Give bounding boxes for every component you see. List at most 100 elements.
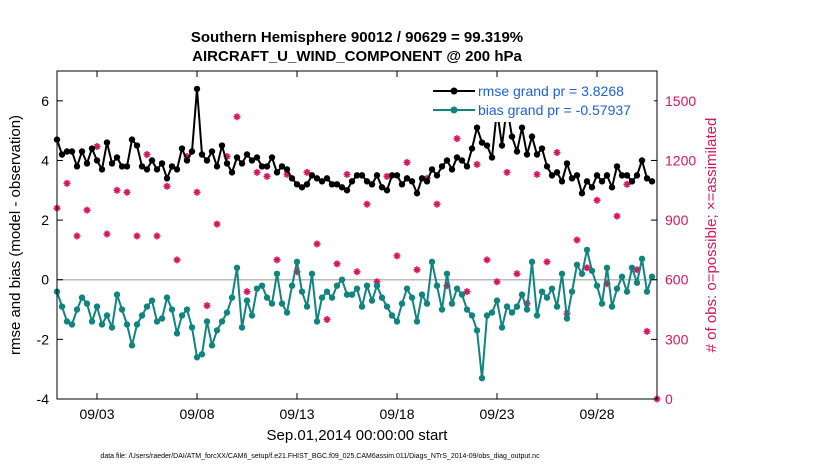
rmse-point xyxy=(163,175,171,182)
bias-point xyxy=(273,270,281,277)
y-tick-label: 2 xyxy=(41,212,49,228)
bias-point xyxy=(233,264,241,271)
bias-point xyxy=(293,258,301,266)
bias-point xyxy=(518,291,526,298)
obs-count-point xyxy=(593,196,601,204)
obs-count-point xyxy=(363,200,371,208)
obs-count-point xyxy=(103,230,111,238)
bias-point xyxy=(123,321,131,328)
obs-count-point xyxy=(433,200,441,208)
legend-bias-label: bias grand pr = -0.57937 xyxy=(478,102,631,118)
obs-count-point xyxy=(83,206,91,214)
obs-count-point xyxy=(223,152,231,160)
legend-box xyxy=(428,78,654,122)
rmse-point xyxy=(398,181,406,188)
rmse-point xyxy=(508,133,516,140)
bias-point xyxy=(433,282,441,289)
bias-point xyxy=(88,318,96,325)
obs-count-point xyxy=(233,113,241,121)
bias-point xyxy=(103,312,111,319)
bias-point xyxy=(463,306,471,313)
bias-point xyxy=(218,318,226,325)
x-tick-label: 09/13 xyxy=(279,406,314,422)
rmse-point xyxy=(168,163,176,170)
bias-point xyxy=(373,282,381,289)
rmse-point xyxy=(423,178,431,185)
obs-count-point xyxy=(483,256,491,264)
x-tick-label: 09/18 xyxy=(379,406,414,422)
bias-point xyxy=(558,270,566,277)
obs-count-point xyxy=(293,268,301,276)
bias-point xyxy=(73,306,81,313)
bias-point xyxy=(263,294,271,301)
x-axis-label: Sep.01,2014 00:00:00 start xyxy=(267,427,449,444)
bias-point xyxy=(83,300,91,307)
obs-count-point xyxy=(253,168,261,176)
rmse-point xyxy=(618,172,626,179)
bias-point xyxy=(288,282,296,289)
rmse-point xyxy=(413,190,421,197)
rmse-point xyxy=(248,157,256,164)
bias-point xyxy=(448,300,456,307)
bias-point xyxy=(78,294,86,301)
obs-count-point xyxy=(553,149,561,157)
bias-point xyxy=(608,303,616,310)
rmse-point xyxy=(403,175,411,182)
rmse-point xyxy=(243,151,251,158)
obs-count-point xyxy=(273,256,281,264)
rmse-point xyxy=(638,157,646,164)
obs-count-point xyxy=(463,288,471,296)
bias-point xyxy=(188,324,196,331)
bias-point xyxy=(298,288,306,295)
obs-count-point xyxy=(73,232,81,240)
bias-point xyxy=(128,342,136,349)
bias-point xyxy=(328,294,336,301)
rmse-point xyxy=(323,175,331,182)
rmse-point xyxy=(578,190,586,197)
bias-point xyxy=(543,294,551,301)
bias-point xyxy=(133,321,141,328)
rmse-point xyxy=(528,133,536,140)
bias-point xyxy=(303,303,311,310)
bias-point xyxy=(228,294,236,301)
rmse-point xyxy=(363,178,371,185)
rmse-point xyxy=(333,181,341,188)
obs-count-point xyxy=(543,258,551,266)
obs-count-point xyxy=(333,260,341,268)
bias-point xyxy=(533,312,541,319)
bias-point xyxy=(138,312,146,319)
rmse-point xyxy=(408,178,416,185)
bias-point xyxy=(508,309,516,316)
rmse-point xyxy=(78,148,86,155)
rmse-point xyxy=(293,181,301,188)
rmse-point xyxy=(343,187,351,194)
bias-point xyxy=(568,288,576,295)
rmse-point xyxy=(428,166,436,173)
rmse-point xyxy=(148,157,156,164)
rmse-point xyxy=(98,166,106,173)
bias-point xyxy=(168,306,176,313)
rmse-point xyxy=(623,172,631,179)
y-axis-label: rmse and bias (model - observation) xyxy=(7,115,24,355)
rmse-point xyxy=(183,157,191,164)
rmse-point xyxy=(628,178,636,185)
obs-count-point xyxy=(443,282,451,290)
rmse-point xyxy=(83,160,91,167)
rmse-point xyxy=(588,184,596,191)
obs-count-point xyxy=(573,236,581,244)
bias-point xyxy=(398,300,406,307)
bias-point xyxy=(378,294,386,301)
obs-count-point xyxy=(353,268,361,276)
rmse-point xyxy=(103,139,111,146)
rmse-point xyxy=(563,160,571,167)
bias-point xyxy=(598,300,606,307)
rmse-point xyxy=(338,184,346,191)
rmse-point xyxy=(273,169,281,176)
bias-point xyxy=(113,291,121,298)
x-tick-label: 09/03 xyxy=(79,406,114,422)
bias-point xyxy=(208,342,216,349)
rmse-point xyxy=(73,163,81,170)
rmse-point xyxy=(393,172,401,179)
rmse-point xyxy=(128,136,136,143)
